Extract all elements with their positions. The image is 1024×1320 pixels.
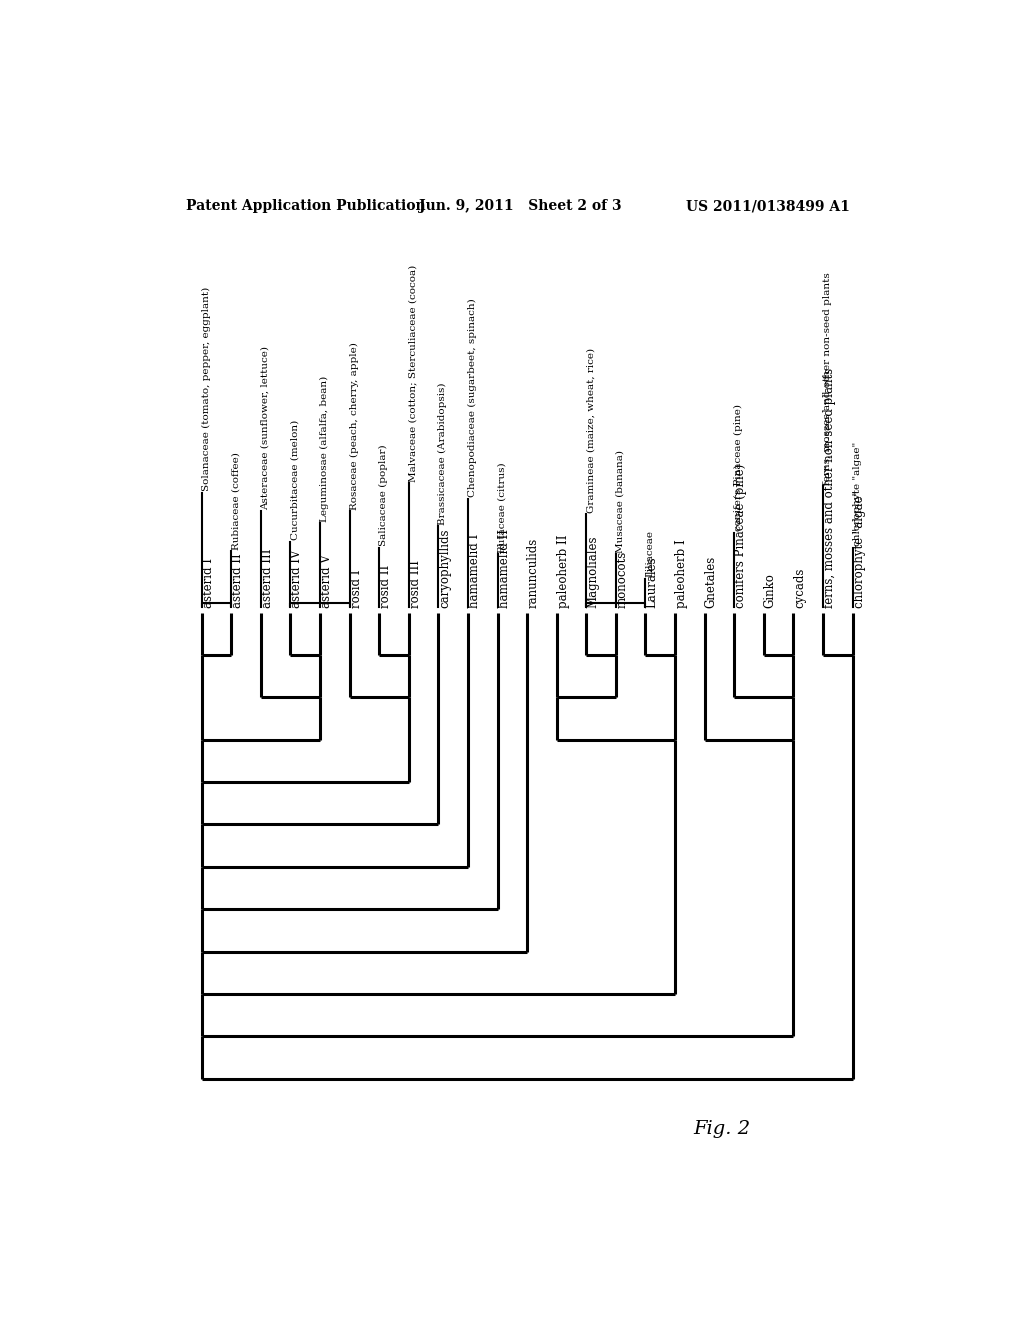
Text: ranunculids: ranunculids <box>527 537 540 609</box>
Text: Leguminosae (alfalfa, bean): Leguminosae (alfalfa, bean) <box>319 376 329 521</box>
Text: Magnoliales: Magnoliales <box>587 536 599 609</box>
Text: asterid II: asterid II <box>231 553 244 609</box>
Text: ferns, mosses and other non-seed plants: ferns, mosses and other non-seed plants <box>823 272 833 484</box>
Text: Rubiaceae (coffee): Rubiaceae (coffee) <box>231 451 241 549</box>
Text: rosid II: rosid II <box>379 565 392 609</box>
Text: paleoherb II: paleoherb II <box>557 535 569 609</box>
Text: ferns, mosses and other non-seed plants: ferns, mosses and other non-seed plants <box>823 368 836 609</box>
Text: Cucurbitaceae (melon): Cucurbitaceae (melon) <box>291 420 299 540</box>
Text: Patent Application Publication: Patent Application Publication <box>186 199 426 213</box>
Text: Gramineae (maize, wheat, rice): Gramineae (maize, wheat, rice) <box>587 347 595 512</box>
Text: Musaceae (banana): Musaceae (banana) <box>615 450 625 553</box>
Text: rosid III: rosid III <box>409 560 422 609</box>
Text: cycads: cycads <box>794 568 807 609</box>
Text: asterid I: asterid I <box>202 558 215 609</box>
Text: hamamelid I: hamamelid I <box>468 533 481 609</box>
Text: Ginko: Ginko <box>764 573 777 609</box>
Text: Malvaceae (cotton; Sterculiaceae (cocoa): Malvaceae (cotton; Sterculiaceae (cocoa) <box>409 264 418 482</box>
Text: rosid I: rosid I <box>349 570 362 609</box>
Text: chlorophyte "algae": chlorophyte "algae" <box>853 490 865 609</box>
Text: conifers Pinaceae (pine): conifers Pinaceae (pine) <box>734 463 748 609</box>
Text: Asteraceae (sunflower, lettuce): Asteraceae (sunflower, lettuce) <box>261 346 269 510</box>
Text: caryophyllids: caryophyllids <box>438 528 452 609</box>
Text: Rutaceae (citrus): Rutaceae (citrus) <box>498 462 507 553</box>
Text: asterid III: asterid III <box>261 549 273 609</box>
Text: Laurales: Laurales <box>645 557 658 609</box>
Text: Salicaceae (poplar): Salicaceae (poplar) <box>379 445 388 546</box>
Text: asterid V: asterid V <box>319 554 333 609</box>
Text: Brassicaceae (Arabidopsis): Brassicaceae (Arabidopsis) <box>438 383 447 525</box>
Text: monocots: monocots <box>615 550 629 609</box>
Text: Liliaceae: Liliaceae <box>645 531 654 577</box>
Text: Chenopodiaceae (sugarbeet, spinach): Chenopodiaceae (sugarbeet, spinach) <box>468 298 477 498</box>
Text: Gnetales: Gnetales <box>705 556 718 609</box>
Text: asterid IV: asterid IV <box>291 549 303 609</box>
Text: conifers Pinaceae (pine): conifers Pinaceae (pine) <box>734 404 743 531</box>
Text: Fig. 2: Fig. 2 <box>693 1119 751 1138</box>
Text: chlorophyte "algae": chlorophyte "algae" <box>853 442 861 546</box>
Text: US 2011/0138499 A1: US 2011/0138499 A1 <box>686 199 850 213</box>
Text: Rosaceae (peach, cherry, apple): Rosaceae (peach, cherry, apple) <box>349 342 358 510</box>
Text: paleoherb I: paleoherb I <box>675 540 688 609</box>
Text: Jun. 9, 2011   Sheet 2 of 3: Jun. 9, 2011 Sheet 2 of 3 <box>419 199 622 213</box>
Text: Solanaceae (tomato, pepper, eggplant): Solanaceae (tomato, pepper, eggplant) <box>202 286 211 491</box>
Text: hamamelid II: hamamelid II <box>498 529 511 609</box>
